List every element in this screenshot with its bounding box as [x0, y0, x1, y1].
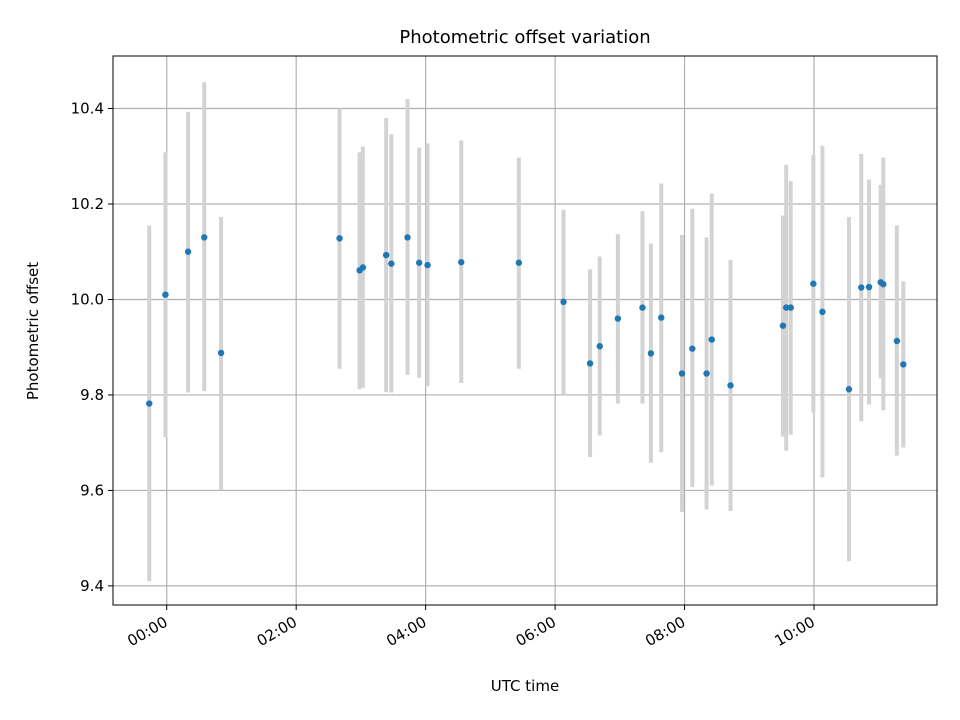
- data-point: [217, 349, 225, 357]
- y-tick-label: 10.4: [71, 100, 104, 118]
- data-point: [560, 298, 567, 306]
- data-point: [404, 234, 411, 241]
- y-tick-label: 9.4: [80, 577, 104, 595]
- data-point: [880, 280, 887, 288]
- y-axis-label: Photometric offset: [24, 262, 42, 400]
- data-point: [893, 337, 901, 345]
- data-point: [819, 308, 826, 316]
- data-point: [787, 304, 794, 311]
- data-point: [415, 259, 423, 266]
- data-point: [184, 248, 192, 255]
- data-point: [689, 345, 696, 352]
- data-point: [779, 322, 787, 329]
- data-point: [703, 370, 710, 377]
- plot-frame: [112, 55, 938, 606]
- data-point: [865, 283, 873, 291]
- data-point: [388, 260, 395, 267]
- y-tick-label: 9.8: [80, 386, 104, 404]
- y-tick-label: 10.0: [71, 290, 104, 308]
- data-point: [810, 280, 817, 287]
- data-point: [782, 304, 790, 311]
- data-point: [382, 251, 390, 259]
- data-point: [336, 235, 343, 242]
- data-point: [515, 259, 523, 266]
- data-point: [647, 350, 655, 357]
- data-point: [162, 291, 169, 298]
- data-point: [678, 370, 686, 377]
- x-axis-label: UTC time: [491, 677, 559, 695]
- data-point: [424, 261, 431, 269]
- data-point: [845, 386, 853, 393]
- data-point: [359, 264, 367, 271]
- y-tick-label: 10.2: [71, 195, 104, 213]
- y-tick-label: 9.6: [80, 481, 104, 499]
- data-point: [858, 284, 865, 291]
- chart-title: Photometric offset variation: [399, 27, 650, 48]
- data-point: [614, 315, 622, 322]
- data-point: [596, 343, 603, 350]
- data-point: [727, 382, 734, 389]
- data-point: [658, 314, 665, 321]
- data-point: [201, 234, 208, 241]
- data-point: [639, 304, 646, 311]
- y-axis-ticks: 9.4 9.6 9.8 10.0 10.2 10.4: [71, 100, 113, 595]
- data-point: [146, 400, 153, 407]
- data-point: [708, 336, 715, 343]
- data-point: [900, 361, 907, 368]
- data-points: [146, 234, 907, 407]
- data-point: [458, 259, 465, 266]
- data-point: [586, 360, 594, 367]
